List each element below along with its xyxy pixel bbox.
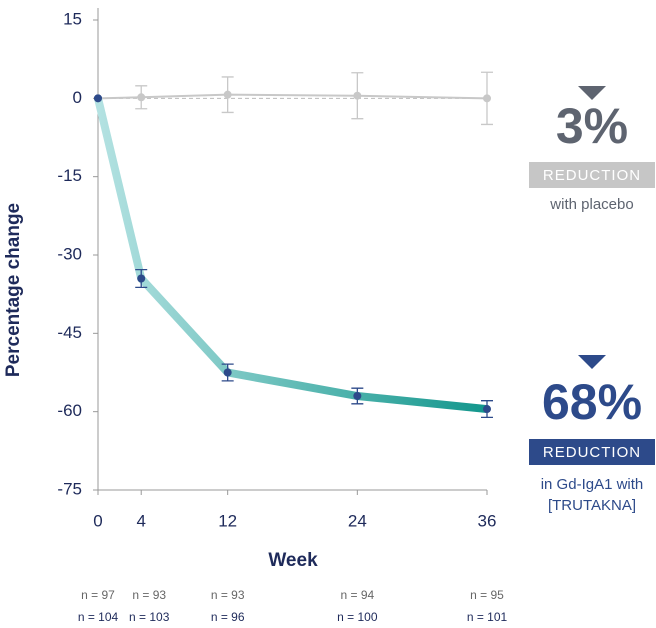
point	[137, 93, 146, 102]
callout-value: 68%	[542, 374, 642, 430]
n-count: n = 100	[337, 610, 378, 624]
callout-note: in Gd-IgA1 with	[541, 476, 644, 493]
n-count: n = 95	[470, 588, 504, 602]
x-tick-label: 24	[348, 511, 367, 530]
triangle	[578, 355, 606, 369]
y-tick-label: -60	[57, 401, 82, 420]
label-box	[529, 439, 655, 465]
n-count: n = 96	[211, 610, 245, 624]
y-tick-label: -45	[57, 323, 82, 342]
x-tick-label: 0	[93, 511, 102, 530]
x-tick-label: 36	[478, 511, 497, 530]
y-tick-label: 0	[73, 88, 82, 107]
n-count: n = 97	[81, 588, 115, 602]
x-tick-label: 4	[136, 511, 145, 530]
point	[94, 94, 102, 103]
y-tick-label: 15	[63, 9, 82, 28]
point	[483, 405, 491, 414]
callout-label: REDUCTION	[543, 167, 641, 184]
label-box	[529, 162, 655, 188]
y-axis-label: Percentage change	[3, 203, 24, 377]
n-count: n = 101	[467, 610, 508, 624]
y-tick-label: -75	[57, 479, 82, 498]
callout-note: [TRUTAKNA]	[548, 497, 636, 514]
x-axis-label: Week	[268, 550, 318, 571]
n-count: n = 104	[78, 610, 119, 624]
y-tick-label: -15	[57, 166, 82, 185]
line	[94, 97, 488, 414]
y-tick-label: -30	[57, 244, 82, 263]
line	[97, 93, 488, 100]
triangle	[578, 86, 606, 100]
point	[483, 94, 491, 103]
point	[223, 90, 232, 99]
point	[353, 91, 362, 100]
point	[223, 368, 232, 377]
point	[137, 274, 146, 283]
x-tick-label: 12	[218, 511, 237, 530]
n-count: n = 94	[340, 588, 374, 602]
n-count: n = 103	[129, 610, 170, 624]
n-count: n = 93	[211, 588, 245, 602]
callout-label: REDUCTION	[543, 444, 641, 461]
callout-value: 3%	[556, 98, 628, 154]
n-count: n = 93	[132, 588, 166, 602]
point	[353, 392, 362, 400]
callout-note: with placebo	[549, 196, 633, 213]
